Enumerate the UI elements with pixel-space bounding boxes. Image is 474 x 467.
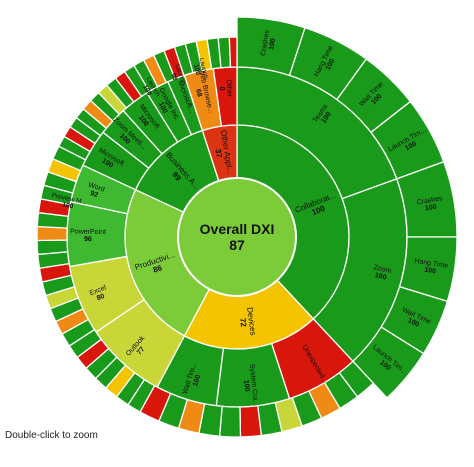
outer-slice-6[interactable] [239, 405, 263, 438]
subsegment-label-1-1: System Cra...100 [241, 364, 259, 408]
center-label: Overall DXI [200, 221, 275, 237]
metric-label-1-1: Hang Time100 [413, 258, 449, 277]
subsegment-label-0-1: Zoom100 [371, 264, 392, 282]
outer-slice-53[interactable] [228, 36, 238, 68]
outer-slice-26[interactable] [36, 239, 69, 256]
subsegment-label-2-2: PowerPoint96 [70, 228, 106, 243]
center-value: 87 [229, 237, 245, 253]
zoom-hint: Double-click to zoom [5, 430, 98, 441]
outer-slice-52[interactable] [217, 36, 232, 69]
outer-slice-7[interactable] [218, 405, 242, 438]
subsegment-label-2-3: Word92 [85, 182, 105, 201]
center-disc[interactable] [177, 177, 297, 297]
outer-slice-27[interactable] [36, 225, 68, 242]
metric-label-1-0: Crashes100 [416, 195, 445, 214]
segment-label-1: Devices72 [237, 307, 258, 337]
metric-label-0-0: Crashes100 [260, 29, 278, 57]
subsegment-label-4-1: Other0 [217, 79, 233, 98]
outer-label-3: Launch100 [191, 57, 209, 81]
